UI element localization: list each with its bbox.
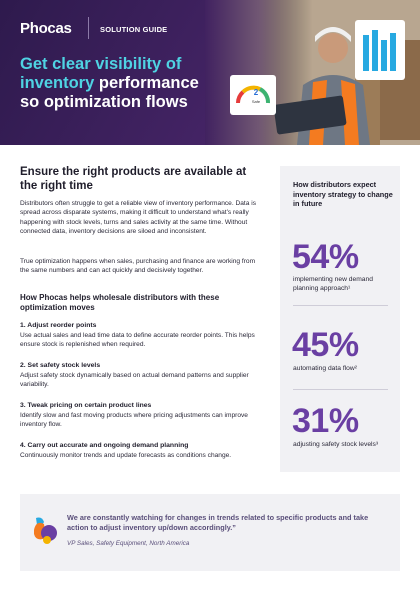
guide-label: SOLUTION GUIDE xyxy=(100,25,168,34)
item-title: 1. Adjust reorder points xyxy=(20,322,97,329)
divider xyxy=(88,17,89,39)
stat-value: 45% xyxy=(292,326,359,364)
stat-value: 31% xyxy=(292,402,359,440)
quote-icon xyxy=(34,517,57,544)
stat-label: implementing new demand planning approac… xyxy=(293,276,373,293)
paragraph: True optimization happens when sales, pu… xyxy=(20,258,256,275)
card-value: 2 xyxy=(253,88,259,97)
stat-label: adjusting safety stock levels³ xyxy=(293,441,379,448)
logo: Phocas xyxy=(20,20,72,37)
quote-attribution: VP Sales, Safety Equipment, North Americ… xyxy=(67,540,190,547)
item-text: Identify slow and fast moving products w… xyxy=(20,412,248,429)
card-label: Safe xyxy=(251,99,261,104)
title-rest: performance so optimization flows xyxy=(20,74,199,111)
moves-heading: How Phocas helps wholesale distributors … xyxy=(20,293,220,312)
stats-heading: How distributors expect inventory strate… xyxy=(293,180,393,208)
intro-heading: Ensure the right products are available … xyxy=(20,166,247,192)
title-highlight: Get clear visibility of inventory xyxy=(20,55,182,92)
item-title: 4. Carry out accurate and ongoing demand… xyxy=(20,442,189,449)
stats-panel: How distributors expect inventory strate… xyxy=(280,166,400,472)
quote-text: We are constantly watching for changes i… xyxy=(67,513,369,532)
hero-photo xyxy=(205,0,420,145)
paragraph: Distributors often struggle to get a rel… xyxy=(20,200,257,236)
item-text: Use actual sales and lead time data to d… xyxy=(20,332,255,349)
stat-value: 54% xyxy=(292,238,359,276)
item-title: 3. Tweak pricing on certain product line… xyxy=(20,402,152,409)
title: Get clear visibility of inventory perfor… xyxy=(20,55,220,112)
quote-box: We are constantly watching for changes i… xyxy=(20,494,400,571)
item-text: Continuously monitor trends and update f… xyxy=(20,452,232,459)
separator xyxy=(293,389,388,390)
stat-label: automating data flow² xyxy=(293,365,357,372)
header: 2 Safe Phocas SOLUTION GUIDE Get clear v… xyxy=(0,0,420,145)
item-title: 2. Set safety stock levels xyxy=(20,362,101,369)
item-text: Adjust safety stock dynamically based on… xyxy=(20,372,249,389)
separator xyxy=(293,305,388,306)
